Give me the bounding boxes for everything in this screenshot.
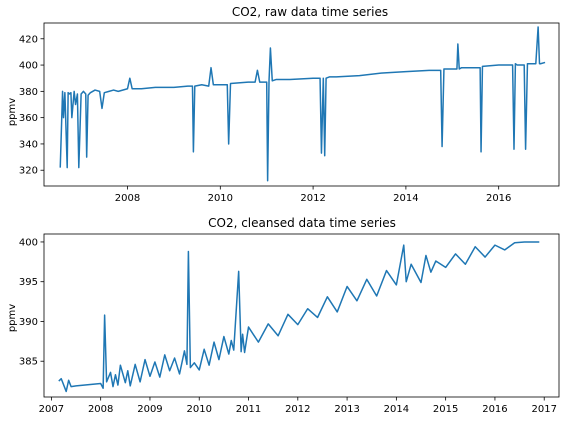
raw-ytick-label: 380 <box>19 87 38 98</box>
cleansed-chart: CO2, cleansed data time series ppmv 2007… <box>7 216 559 415</box>
raw-xtick-label: 2016 <box>486 193 511 204</box>
cleansed-xtick-label: 2015 <box>433 404 458 415</box>
cleansed-ytick-label: 400 <box>19 237 38 248</box>
raw-xtick-label: 2014 <box>393 193 418 204</box>
cleansed-xtick-label: 2007 <box>39 404 64 415</box>
raw-chart-marks: 2008 2010 2012 2014 2016 320 340 360 380 400 420 <box>19 27 545 204</box>
cleansed-chart-title: CO2, cleansed data time series <box>208 216 396 230</box>
raw-chart: CO2, raw data time series ppmv 2008 2010 2… <box>7 5 559 204</box>
cleansed-xtick-label: 2014 <box>384 404 409 415</box>
cleansed-series-line-0 <box>59 242 540 391</box>
raw-chart-ylabel: ppmv <box>7 98 18 126</box>
raw-series-line-0 <box>60 27 545 181</box>
cleansed-xtick-label: 2008 <box>88 404 113 415</box>
cleansed-ytick-label: 395 <box>19 277 38 288</box>
cleansed-xtick-label: 2010 <box>187 404 212 415</box>
cleansed-chart-marks: 2007 2008 2009 2010 2011 2012 2013 2014 2015 2016… <box>19 237 557 415</box>
cleansed-chart-ylabel: ppmv <box>7 304 18 332</box>
raw-chart-title: CO2, raw data time series <box>232 5 388 19</box>
cleansed-xtick-label: 2013 <box>334 404 359 415</box>
cleansed-ytick-label: 385 <box>19 357 38 368</box>
cleansed-xtick-label: 2012 <box>285 404 310 415</box>
raw-ytick-label: 340 <box>19 139 38 150</box>
raw-ytick-label: 420 <box>19 34 38 45</box>
raw-ytick-label: 320 <box>19 166 38 177</box>
raw-ytick-label: 400 <box>19 61 38 72</box>
raw-xtick-label: 2012 <box>300 193 325 204</box>
raw-ytick-label: 360 <box>19 113 38 124</box>
cleansed-xtick-label: 2017 <box>531 404 556 415</box>
raw-xtick-label: 2008 <box>115 193 140 204</box>
raw-xtick-label: 2010 <box>208 193 233 204</box>
cleansed-ytick-label: 390 <box>19 317 38 328</box>
cleansed-xtick-label: 2016 <box>482 404 507 415</box>
cleansed-xtick-label: 2011 <box>236 404 261 415</box>
cleansed-chart-frame <box>44 234 559 397</box>
cleansed-xtick-label: 2009 <box>137 404 162 415</box>
